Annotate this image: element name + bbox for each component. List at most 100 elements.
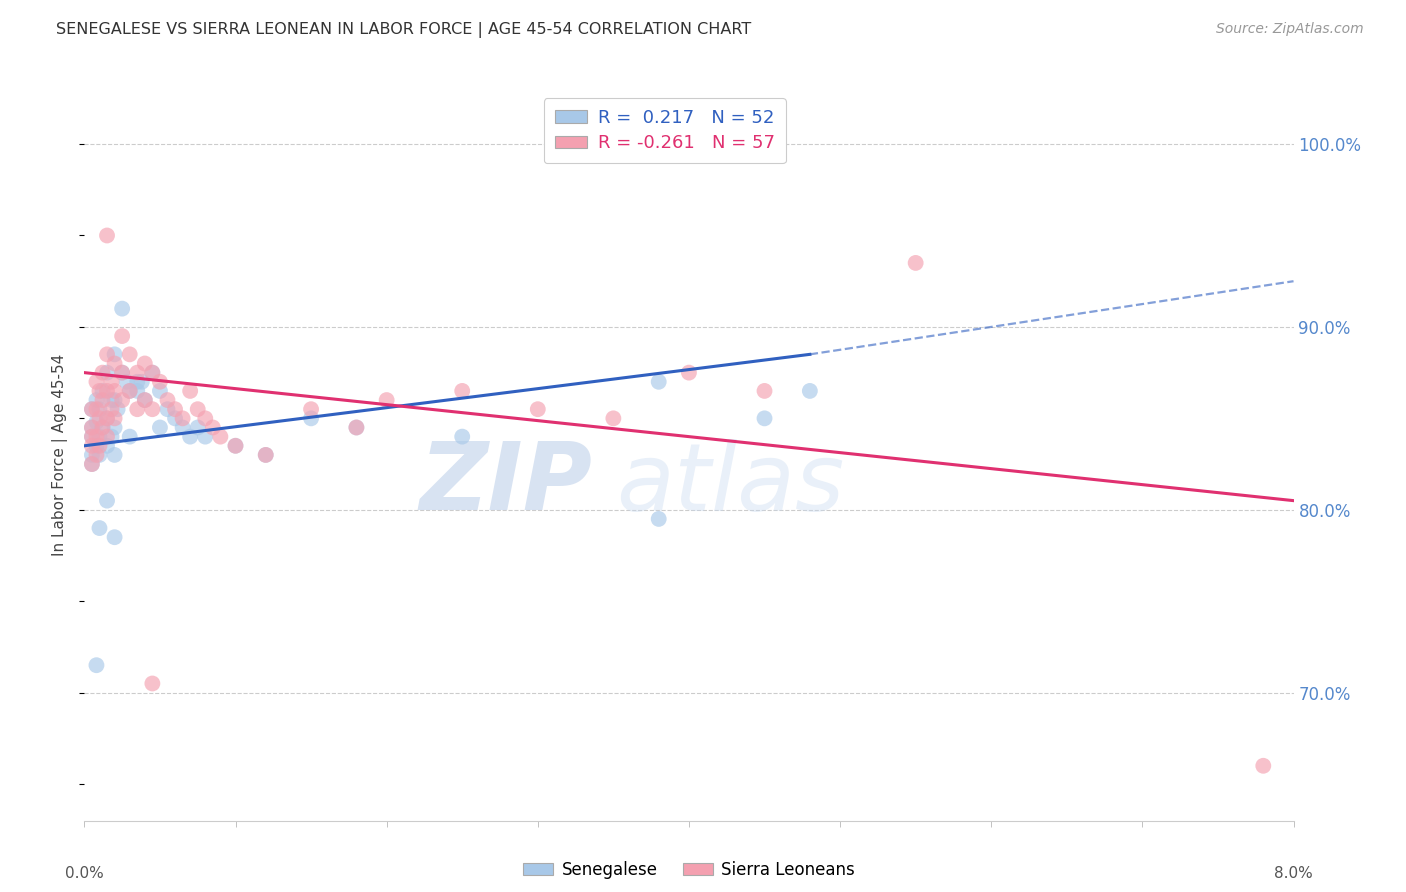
Point	[86, 439, 108, 453]
Point	[80, 448, 103, 462]
Point	[141, 366, 163, 380]
Point	[89, 439, 111, 453]
Point	[89, 411, 111, 425]
Text: ZIP: ZIP	[419, 438, 592, 530]
Point	[134, 357, 156, 371]
Point	[91, 420, 114, 434]
Point	[156, 402, 179, 417]
Point	[254, 448, 277, 462]
Point	[96, 411, 118, 425]
Point	[86, 402, 108, 417]
Point	[134, 393, 156, 408]
Point	[187, 402, 209, 417]
Point	[451, 384, 474, 398]
Point	[100, 393, 122, 408]
Point	[127, 384, 149, 398]
Text: atlas: atlas	[616, 439, 845, 530]
Point	[648, 512, 671, 526]
Point	[104, 448, 127, 462]
Point	[96, 430, 118, 444]
Point	[104, 393, 127, 408]
Point	[91, 420, 114, 434]
Point	[179, 384, 201, 398]
Point	[107, 402, 129, 417]
Legend: Senegalese, Sierra Leoneans: Senegalese, Sierra Leoneans	[516, 855, 862, 886]
Point	[648, 375, 671, 389]
Point	[80, 457, 103, 471]
Point	[96, 228, 118, 243]
Point	[80, 439, 103, 453]
Point	[118, 347, 141, 361]
Point	[80, 420, 103, 434]
Point	[104, 530, 127, 544]
Point	[149, 420, 172, 434]
Point	[104, 347, 127, 361]
Point	[141, 676, 163, 690]
Text: 0.0%: 0.0%	[65, 866, 104, 881]
Point	[96, 411, 118, 425]
Point	[141, 402, 163, 417]
Point	[165, 402, 187, 417]
Point	[86, 375, 108, 389]
Point	[754, 384, 776, 398]
Point	[91, 384, 114, 398]
Point	[111, 366, 134, 380]
Point	[127, 366, 149, 380]
Point	[89, 384, 111, 398]
Point	[104, 411, 127, 425]
Point	[96, 439, 118, 453]
Point	[209, 430, 232, 444]
Point	[86, 658, 108, 673]
Point	[100, 402, 122, 417]
Point	[80, 402, 103, 417]
Point	[127, 402, 149, 417]
Point	[91, 366, 114, 380]
Point	[904, 256, 927, 270]
Point	[104, 384, 127, 398]
Point	[111, 329, 134, 343]
Point	[1253, 759, 1275, 773]
Point	[100, 375, 122, 389]
Point	[187, 420, 209, 434]
Point	[80, 402, 103, 417]
Point	[346, 420, 368, 434]
Point	[111, 393, 134, 408]
Point	[89, 430, 111, 444]
Point	[89, 402, 111, 417]
Point	[111, 301, 134, 316]
Point	[225, 439, 247, 453]
Point	[86, 415, 108, 429]
Point	[527, 402, 550, 417]
Point	[165, 411, 187, 425]
Point	[194, 411, 217, 425]
Point	[194, 430, 217, 444]
Text: SENEGALESE VS SIERRA LEONEAN IN LABOR FORCE | AGE 45-54 CORRELATION CHART: SENEGALESE VS SIERRA LEONEAN IN LABOR FO…	[56, 22, 751, 38]
Text: Source: ZipAtlas.com: Source: ZipAtlas.com	[1216, 22, 1364, 37]
Point	[86, 448, 108, 462]
Point	[80, 430, 103, 444]
Point	[299, 411, 322, 425]
Point	[89, 448, 111, 462]
Point	[80, 457, 103, 471]
Point	[346, 420, 368, 434]
Point	[141, 366, 163, 380]
Point	[375, 393, 398, 408]
Y-axis label: In Labor Force | Age 45-54: In Labor Force | Age 45-54	[52, 354, 69, 556]
Text: 8.0%: 8.0%	[1274, 866, 1313, 881]
Point	[96, 347, 118, 361]
Point	[131, 375, 153, 389]
Point	[118, 384, 141, 398]
Point	[225, 439, 247, 453]
Point	[86, 430, 108, 444]
Point	[179, 430, 201, 444]
Point	[96, 366, 118, 380]
Point	[172, 411, 194, 425]
Point	[86, 393, 108, 408]
Point	[104, 420, 127, 434]
Point	[118, 384, 141, 398]
Point	[111, 366, 134, 380]
Point	[156, 393, 179, 408]
Point	[201, 420, 224, 434]
Point	[149, 384, 172, 398]
Point	[127, 375, 149, 389]
